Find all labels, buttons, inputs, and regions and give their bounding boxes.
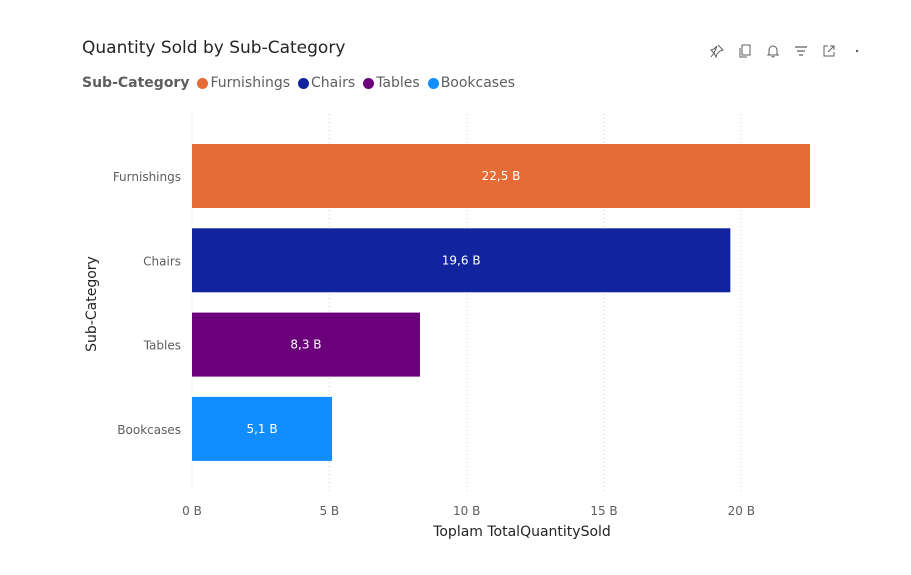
subscribe-alert-button[interactable] — [762, 40, 784, 62]
legend-item-tables[interactable]: Tables — [363, 75, 420, 91]
filter-button[interactable] — [790, 40, 812, 62]
filter-icon — [795, 46, 807, 56]
legend-label: Bookcases — [440, 75, 516, 91]
x-tick-label: 5 B — [319, 504, 339, 518]
bar-tables[interactable] — [192, 312, 420, 377]
data-label: 22,5 B — [482, 169, 521, 183]
chart-legend: Sub-Category Furnishings Chairs Tables B… — [82, 75, 523, 91]
copy-visual-button[interactable] — [734, 40, 756, 62]
bell-icon — [766, 45, 780, 58]
y-category-label: Furnishings — [113, 170, 181, 184]
y-axis-labels: Furnishings Chairs Tables Bookcases — [113, 170, 181, 437]
legend-title: Sub-Category — [82, 75, 190, 91]
legend-label: Chairs — [311, 75, 356, 91]
legend-item-furnishings[interactable]: Furnishings — [197, 75, 290, 91]
more-options-icon — [855, 49, 859, 53]
pin-icon — [710, 44, 724, 58]
legend-label: Tables — [376, 75, 420, 91]
bars-group: 22,5 B 19,6 B 8,3 B 5,1 B — [192, 144, 810, 461]
x-tick-label: 0 B — [182, 504, 202, 518]
y-axis-title: Sub-Category — [84, 256, 100, 352]
bar-furnishings[interactable] — [192, 144, 810, 208]
copy-icon — [739, 44, 751, 58]
focus-mode-button[interactable] — [818, 40, 840, 62]
y-category-label: Chairs — [143, 254, 181, 268]
data-label: 5,1 B — [246, 422, 277, 436]
legend-swatch — [363, 77, 375, 89]
visual-toolbar — [706, 40, 868, 62]
focus-mode-icon — [823, 45, 835, 57]
legend-item-chairs[interactable]: Chairs — [298, 75, 355, 91]
x-tick-label: 10 B — [453, 504, 480, 518]
y-category-label: Bookcases — [117, 423, 181, 437]
x-axis-labels: 0 B 5 B 10 B 15 B 20 B — [182, 504, 755, 518]
legend-swatch — [197, 77, 209, 89]
legend-item-bookcases[interactable]: Bookcases — [427, 75, 516, 91]
pin-visual-button[interactable] — [706, 40, 728, 62]
bar-bookcases[interactable] — [192, 396, 333, 461]
chart-title: Quantity Sold by Sub-Category — [82, 38, 346, 58]
legend-label: Furnishings — [210, 75, 291, 91]
x-tick-label: 20 B — [728, 504, 755, 518]
x-axis-title: Toplam TotalQuantitySold — [432, 524, 611, 540]
y-category-label: Tables — [143, 339, 181, 353]
data-label: 19,6 B — [442, 253, 481, 267]
legend-swatch — [427, 77, 439, 89]
x-tick-label: 15 B — [590, 504, 617, 518]
more-options-button[interactable] — [846, 40, 868, 62]
data-label: 8,3 B — [290, 338, 321, 352]
legend-swatch — [298, 77, 310, 89]
bar-chairs[interactable] — [192, 228, 731, 293]
